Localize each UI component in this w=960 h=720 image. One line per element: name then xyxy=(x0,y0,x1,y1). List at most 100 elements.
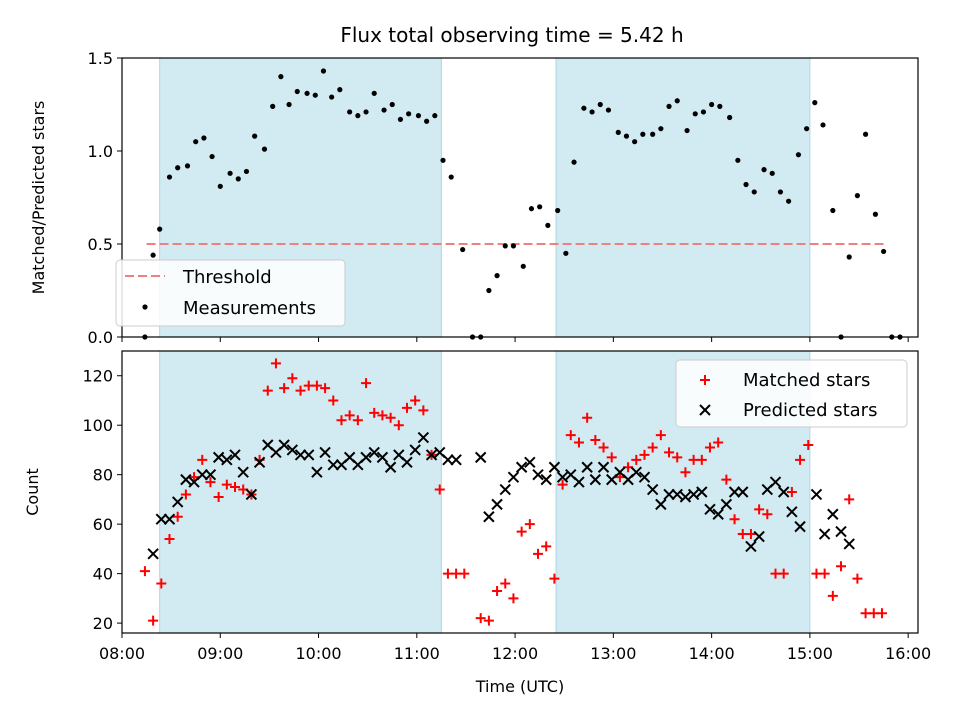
measurement-point xyxy=(432,113,438,119)
y-tick-label: 120 xyxy=(82,367,113,386)
ratio-panel: 0.0 0.5 1.0 1.5 Matched/Predicted stars Thres… xyxy=(29,49,919,347)
matched-point xyxy=(524,519,535,530)
predicted-point xyxy=(777,486,790,498)
measurement-point xyxy=(605,107,612,113)
matched-point xyxy=(270,358,281,369)
predicted-point xyxy=(818,528,831,540)
axes-frame xyxy=(121,350,919,634)
predicted-point xyxy=(507,471,520,483)
x-tick-label: 12:00 xyxy=(492,644,538,663)
predicted-point xyxy=(556,471,569,483)
predicted-point xyxy=(180,473,192,486)
predicted-point xyxy=(401,456,413,469)
predicted-point xyxy=(810,488,823,501)
measurement-point xyxy=(769,170,775,176)
measurement-point xyxy=(329,94,335,100)
measurement-point xyxy=(406,111,412,117)
measurement-point xyxy=(872,211,879,217)
measurement-point xyxy=(632,139,638,145)
legend-box xyxy=(675,359,908,428)
matched-point xyxy=(541,541,552,552)
matched-point xyxy=(565,430,576,441)
predicted-point xyxy=(196,468,208,481)
measurement-point xyxy=(589,109,595,115)
matched-point xyxy=(852,573,863,584)
matched-point xyxy=(393,420,404,431)
x-tick-label: 10:00 xyxy=(295,644,341,663)
predicted-point xyxy=(548,461,561,473)
measurement-point xyxy=(424,118,430,124)
measurement-point xyxy=(286,101,292,108)
predicted-point xyxy=(253,456,266,469)
measurement-point xyxy=(381,107,387,113)
predicted-point xyxy=(163,513,176,525)
y-tick-label: 60 xyxy=(93,515,113,534)
y-tick-label: 0.5 xyxy=(88,235,113,254)
matched-point xyxy=(148,615,159,626)
x-tick-label: 14:00 xyxy=(689,644,735,663)
predicted-point xyxy=(491,498,503,511)
measurement-point xyxy=(227,170,233,176)
measurement-point xyxy=(581,105,587,111)
measurement-point xyxy=(820,122,826,128)
measurement-point xyxy=(261,146,268,152)
measurement-point xyxy=(684,127,690,134)
matched-point xyxy=(385,412,396,423)
predicted-point xyxy=(704,503,716,516)
measurement-point xyxy=(545,222,551,228)
y-tick-label: 0.0 xyxy=(88,328,113,347)
matched-point xyxy=(434,484,445,495)
measurement-point xyxy=(304,90,310,96)
matched-point xyxy=(614,472,625,483)
predicted-point xyxy=(597,461,610,473)
predicted-point xyxy=(827,508,839,520)
predicted-point xyxy=(303,449,315,461)
matched-point xyxy=(361,378,372,389)
measurement-point xyxy=(355,113,361,119)
measurement-point xyxy=(777,189,784,195)
predicted-point xyxy=(360,451,372,464)
predicted-point xyxy=(450,454,462,466)
measurement-point xyxy=(209,153,215,160)
measurement-point xyxy=(830,207,836,214)
measurement-point xyxy=(640,131,646,137)
predicted-point xyxy=(171,496,184,508)
measurement-point xyxy=(235,176,241,182)
matched-point xyxy=(336,415,347,426)
measurement-point xyxy=(217,183,223,189)
predicted-point xyxy=(679,491,692,503)
matched-point xyxy=(655,430,666,441)
matched-point xyxy=(639,449,650,460)
matched-point xyxy=(492,585,503,596)
measurement-point xyxy=(571,159,577,165)
matched-point xyxy=(344,410,355,421)
measurement-point xyxy=(555,207,561,214)
predicted-point xyxy=(638,471,651,483)
measurement-point xyxy=(597,101,603,108)
measurement-point xyxy=(494,273,500,279)
measurement-point xyxy=(761,167,767,173)
x-axis-label: Time (UTC) xyxy=(475,677,564,696)
measurement-point xyxy=(175,165,181,171)
x-tick-label: 16:00 xyxy=(885,644,931,663)
matched-point xyxy=(573,437,584,448)
predicted-point xyxy=(229,449,241,461)
measurement-point xyxy=(846,254,852,260)
legend-predicted-swatch xyxy=(699,404,711,416)
matched-point xyxy=(189,472,200,483)
measurement-point xyxy=(347,109,353,115)
matched-point xyxy=(197,454,208,465)
measurement-point xyxy=(278,74,284,80)
predicted-point xyxy=(646,483,659,496)
matched-point xyxy=(664,447,675,458)
matched-point xyxy=(401,402,412,413)
axes-frame xyxy=(121,57,919,338)
predicted-point xyxy=(376,451,389,464)
measurement-point xyxy=(363,109,369,115)
matched-point xyxy=(819,568,830,579)
x-tick-label: 11:00 xyxy=(394,644,440,663)
predicted-point xyxy=(147,548,159,560)
measurement-point xyxy=(460,246,466,253)
predicted-point xyxy=(737,486,749,498)
count-panel: 20 40 60 80 100 120 08:00 09:00 10:00 11:00 12:00 1… xyxy=(23,350,931,696)
